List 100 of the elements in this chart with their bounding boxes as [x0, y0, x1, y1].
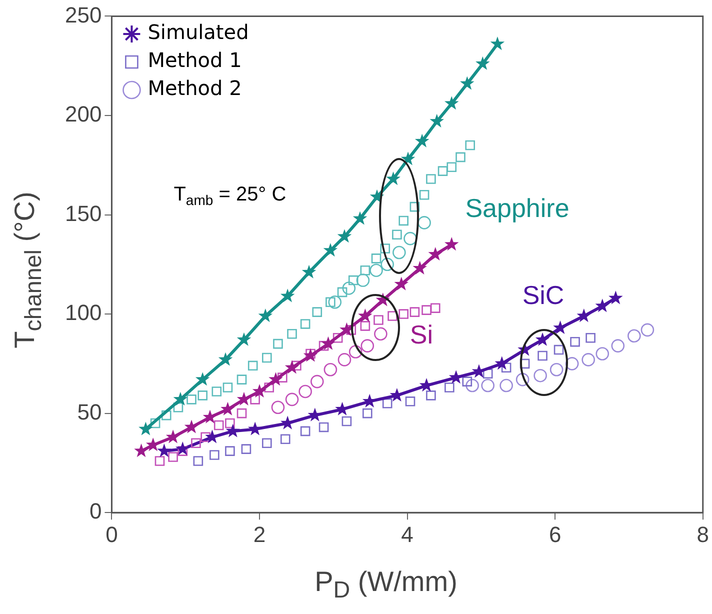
point: [430, 303, 440, 313]
point: [554, 344, 564, 355]
point: [565, 357, 579, 370]
point: [356, 274, 370, 287]
point: [195, 372, 210, 386]
point: [446, 162, 457, 172]
point: [516, 372, 530, 386]
point: [212, 386, 222, 396]
point: [332, 332, 343, 343]
point: [154, 456, 165, 466]
point: [550, 362, 564, 376]
point: [262, 438, 272, 448]
point: [426, 390, 436, 400]
point: [284, 360, 300, 374]
point: [193, 456, 204, 466]
point: [394, 276, 409, 290]
point: [360, 265, 370, 276]
y-tick-label: 250: [64, 2, 102, 28]
point: [198, 390, 208, 400]
point: [412, 260, 427, 274]
point: [348, 345, 362, 358]
x-tick-label: 4: [401, 522, 414, 547]
point: [236, 408, 247, 418]
point: [465, 140, 475, 150]
point: [538, 350, 548, 361]
point: [176, 442, 190, 456]
point: [178, 446, 188, 456]
point: [358, 308, 372, 322]
legend-label: Method 2: [148, 76, 242, 100]
point: [200, 432, 210, 442]
point: [236, 374, 247, 384]
point: [173, 402, 184, 412]
point: [380, 258, 394, 272]
point: [298, 384, 312, 398]
point: [342, 282, 356, 295]
point: [553, 320, 568, 334]
point: [273, 338, 283, 349]
point: [476, 56, 490, 70]
point: [173, 392, 188, 406]
x-tick-label: 6: [548, 522, 562, 547]
point: [426, 174, 436, 184]
point: [388, 311, 398, 321]
point: [398, 216, 408, 226]
point: [438, 166, 448, 176]
point: [241, 444, 252, 454]
point: [226, 424, 240, 438]
point: [362, 408, 372, 418]
point: [422, 305, 432, 315]
point: [418, 216, 431, 230]
annotation: SiC: [522, 280, 564, 310]
point: [252, 384, 267, 398]
point: [150, 418, 160, 428]
point: [168, 452, 178, 462]
point: [392, 230, 402, 240]
point: [374, 315, 384, 325]
point: [348, 275, 358, 286]
point: [310, 374, 324, 388]
point: [161, 410, 172, 420]
point: [444, 382, 454, 392]
point: [138, 422, 153, 436]
point: [500, 378, 513, 392]
point: [248, 360, 258, 371]
point: [370, 264, 383, 278]
y-tick-label: 200: [64, 102, 102, 127]
point: [338, 353, 352, 366]
point: [280, 288, 295, 302]
point: [430, 114, 444, 128]
point: [236, 392, 252, 406]
point: [186, 394, 196, 404]
point: [287, 329, 297, 339]
annotation: Sapphire: [465, 192, 570, 223]
x-tick-label: 0: [106, 522, 118, 547]
point: [428, 246, 443, 261]
point: [312, 307, 322, 317]
point: [300, 426, 310, 436]
point: [595, 298, 610, 312]
point: [352, 211, 368, 225]
point: [611, 339, 625, 352]
point: [220, 402, 235, 416]
point: [157, 444, 172, 458]
point: [222, 382, 233, 392]
point: [134, 444, 148, 458]
y-tick-label: 150: [64, 200, 102, 226]
point: [218, 352, 233, 366]
point: [392, 246, 406, 260]
point: [360, 339, 374, 352]
point: [285, 392, 299, 406]
point: [466, 378, 479, 392]
point: [360, 321, 370, 331]
y-tick-label: 0: [89, 498, 102, 524]
point: [494, 356, 510, 370]
point: [534, 368, 547, 382]
point: [374, 327, 388, 341]
point: [380, 244, 390, 254]
point: [386, 172, 400, 186]
point: [490, 36, 505, 50]
point: [308, 408, 322, 422]
point: [324, 362, 338, 376]
point: [640, 323, 654, 337]
point: [262, 352, 272, 363]
